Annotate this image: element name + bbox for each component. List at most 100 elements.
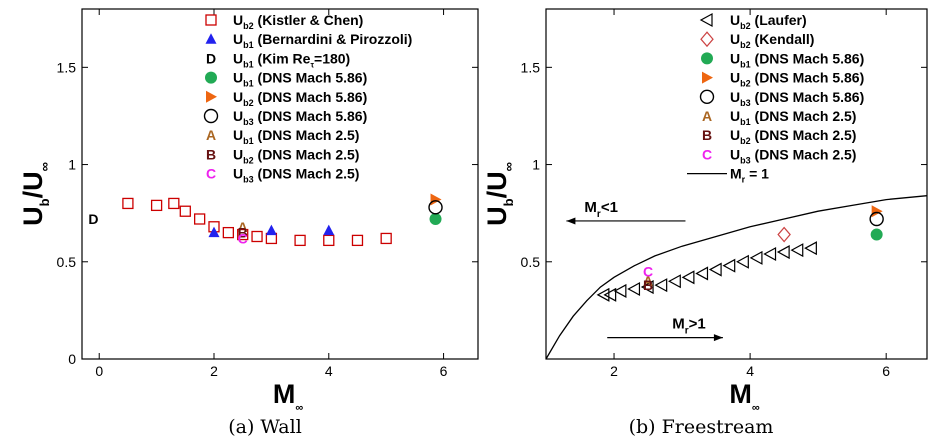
legend-entry-9: Mr = 1 [687,166,769,185]
y-axis-label: Ub/U∞ [482,162,516,226]
legend-entry-5: Ub3 (DNS Mach 5.86) [699,89,864,108]
legend-marker: D [206,50,216,66]
legend-entry-6: Ub3 (DNS Mach 5.86) [203,108,367,127]
data-point: C [238,230,248,246]
x-tick-label: 2 [210,363,218,379]
series-4 [871,205,883,218]
legend-entry-7: A Ub1 (DNS Mach 2.5) [206,127,360,146]
legend-marker [206,90,217,103]
legend-label: Ub2 (DNS Mach 2.5) [233,146,359,165]
x-tick-label: 2 [610,363,618,379]
legend-marker: B [206,146,216,162]
legend-label: Ub1 (Kim Reτ=180) [233,50,350,69]
data-point [869,211,884,227]
legend-label: Ub3 (DNS Mach 2.5) [730,146,856,165]
y-tick-label: 0.5 [521,254,541,270]
plot-frame-1 [81,8,479,360]
data-point [708,262,722,277]
data-point [380,232,392,245]
figure-caption: (a) Wall [228,416,302,438]
legend-marker: C [702,146,712,162]
data-point [776,245,790,260]
mr-equals-1-curve [545,195,928,360]
data-point [790,243,804,258]
legend-entry-7: B Ub2 (DNS Mach 2.5) [702,127,857,146]
legend-label: Ub2 (DNS Mach 5.86) [730,70,864,89]
data-point [168,197,180,210]
data-point [668,274,681,289]
legend-label: Ub2 (DNS Mach 2.5) [730,127,856,146]
data-point: B [643,277,653,293]
legend-label: Ub3 (DNS Mach 5.86) [233,108,367,127]
legend-label: Ub1 (DNS Mach 2.5) [233,127,359,146]
legend-marker [700,31,714,48]
data-point [681,270,695,285]
series-1 [596,241,817,302]
legend-label: Ub3 (DNS Mach 2.5) [233,166,359,185]
legend-label: Ub1 (Bernardini & Pirozzoli) [233,31,412,50]
data-point: C [643,264,653,280]
data-point: B [238,225,248,241]
data-point [323,234,335,247]
legend-marker [205,71,217,84]
series-7: B [643,277,653,293]
x-tick-label: 0 [95,363,103,379]
data-point: A [643,273,653,289]
legend-entry-4: Ub1 (DNS Mach 5.86) [205,70,367,89]
series-7: A [238,219,248,235]
annotation-label: Mr<1 [584,199,618,220]
legend-entry-3: D Ub1 (Kim Reτ=180) [206,50,350,69]
legend-entry-4: Ub2 (DNS Mach 5.86) [702,70,864,89]
legend-marker: C [206,166,216,182]
legend-label: Ub2 (Kistler & Chen) [233,12,363,31]
series-8: C [643,264,653,280]
legend-entry-1: Ub2 (Laufer) [699,12,807,31]
annotation-arrowhead [713,334,723,342]
legend-marker: A [702,108,712,124]
legend-marker [699,12,713,28]
data-point [777,226,791,243]
data-point [722,258,736,273]
annotation-label: Mr>1 [672,316,706,337]
x-tick-label: 6 [440,363,448,379]
data-point [323,224,335,236]
y-tick-label: 0 [68,351,76,367]
annotation-arrowhead [566,217,576,225]
legend-entry-2: Ub1 (Bernardini & Pirozzoli) [205,31,412,50]
data-point [613,283,627,298]
y-tick-label: 1.5 [57,59,77,75]
legend-entry-8: C Ub3 (DNS Mach 2.5) [702,146,857,165]
legend-marker [203,108,219,124]
plot-frame-2 [545,8,928,360]
y-axis-label: Ub/U∞ [18,162,52,226]
data-point [736,254,749,269]
legend-marker [205,33,217,44]
annotation-2: Mr>1 [607,316,723,342]
data-point [429,213,442,225]
data-point [208,226,220,238]
chart-panel-2: 2 4 60.511.5M∞Ub/U∞(b) FreestreamABCMr<1Mr… [482,8,928,438]
data-point [749,250,763,265]
legend-label: Ub1 (DNS Mach 5.86) [233,70,367,89]
series-2 [777,226,791,243]
data-point [871,205,883,218]
legend-entry-9: C Ub3 (DNS Mach 2.5) [206,166,360,185]
legend-entry-2: Ub2 (Kendall) [700,31,814,50]
data-point [194,213,206,225]
data-point [627,281,641,297]
data-point [237,228,249,241]
legend-label: Ub1 (DNS Mach 2.5) [730,108,856,127]
legend-marker [699,89,715,105]
series-4 [429,213,442,225]
legend-entry-3: Ub1 (DNS Mach 5.86) [701,50,864,69]
data-point [695,266,709,281]
data-point [122,197,134,210]
legend-marker [205,14,217,26]
figure-caption: (b) Freestream [629,416,774,438]
legend-label: Ub2 (Laufer) [730,12,807,31]
data-point [150,199,163,212]
data-point [265,224,277,236]
data-point [603,287,617,302]
y-tick-label: 0.5 [57,254,77,270]
data-point [430,193,442,206]
